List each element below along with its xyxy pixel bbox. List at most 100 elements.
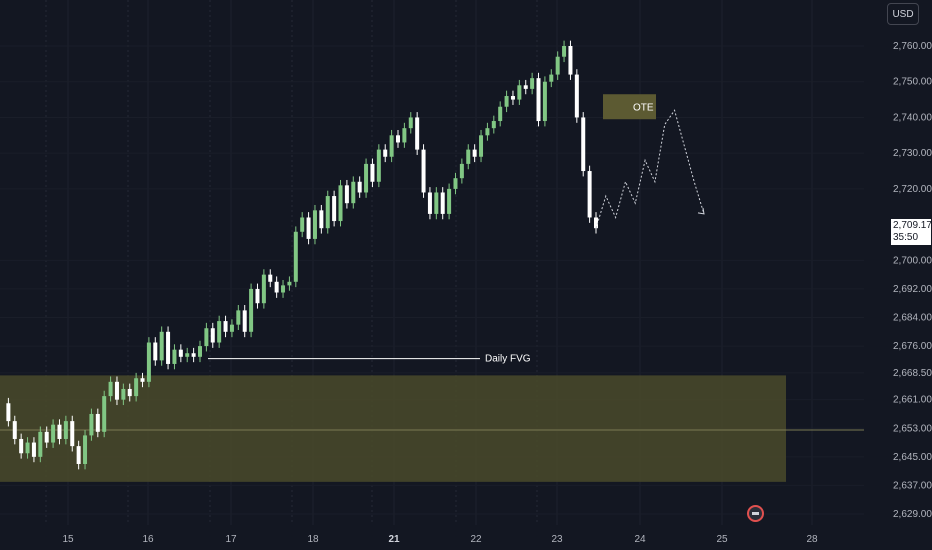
candle-body <box>166 331 171 364</box>
candle-body <box>389 135 394 157</box>
y-tick-label: 2,692.00 <box>893 284 932 295</box>
candle-body <box>268 274 273 282</box>
x-tick-label: 25 <box>716 534 728 545</box>
candle-body <box>127 388 132 397</box>
candle-body <box>402 128 407 143</box>
projection-path <box>595 109 705 229</box>
y-tick-label: 2,750.00 <box>893 77 932 88</box>
candle-body <box>198 346 202 357</box>
candle-body <box>447 188 452 214</box>
x-tick-label: 23 <box>551 534 563 545</box>
candle-body <box>344 185 349 204</box>
x-tick-label: 22 <box>470 534 482 545</box>
candle-body <box>306 217 311 239</box>
candle-body <box>25 442 30 454</box>
candle-body <box>38 431 43 457</box>
candle-body <box>255 288 260 304</box>
candle-body <box>479 135 484 157</box>
candle-body <box>453 178 458 189</box>
candle-body <box>44 431 49 443</box>
candle-body <box>357 181 362 193</box>
candle-body <box>57 424 62 439</box>
candle-body <box>523 85 528 89</box>
x-tick-label: 17 <box>225 534 237 545</box>
candle-body <box>63 421 68 439</box>
candle-body <box>293 231 298 282</box>
candle-body <box>421 149 426 193</box>
candle-body <box>172 349 177 364</box>
y-tick-label: 2,700.00 <box>893 255 932 266</box>
candle-body <box>396 135 400 143</box>
candle-body <box>89 413 94 436</box>
candle-body <box>376 149 381 182</box>
x-tick-label: 28 <box>806 534 818 545</box>
candle-body <box>517 85 522 100</box>
candle-body <box>6 403 11 422</box>
candle-body <box>415 117 420 150</box>
price-axis[interactable]: 2,760.00 2,750.00 2,740.00 2,730.00 2,720.00… <box>893 41 932 520</box>
candles <box>6 40 598 470</box>
candle-body <box>459 163 464 179</box>
x-tick-label: 21 <box>388 534 400 545</box>
candle-body <box>440 192 445 214</box>
candle-body <box>408 117 413 129</box>
x-tick-label: 16 <box>142 534 154 545</box>
candle-body <box>427 192 432 214</box>
candle-body <box>191 353 196 357</box>
candle-body <box>587 171 592 218</box>
candle-body <box>236 310 241 325</box>
candle-body <box>383 149 388 157</box>
candle-body <box>76 446 81 464</box>
current-price-tag: 2,709.17 35:50 <box>891 219 932 245</box>
candle-body <box>70 421 75 447</box>
candle-body <box>249 288 254 332</box>
candle-body <box>261 274 266 304</box>
candle-body <box>491 121 496 129</box>
candle-body <box>19 438 24 454</box>
candle-body <box>562 46 567 57</box>
candle-body <box>504 96 509 107</box>
candle-body <box>95 413 100 432</box>
time-axis[interactable]: 15 16 17 18 21 22 23 24 25 28 <box>62 534 818 545</box>
candle-body <box>210 328 215 343</box>
candle-body <box>229 324 234 332</box>
candle-body <box>319 210 324 229</box>
candle-body <box>555 56 560 75</box>
y-tick-label: 2,730.00 <box>893 148 932 159</box>
candle-body <box>185 353 190 357</box>
x-tick-label: 15 <box>62 534 74 545</box>
y-tick-label: 2,676.00 <box>893 341 932 352</box>
candle-body <box>364 163 369 193</box>
candle-body <box>472 149 477 157</box>
y-tick-label: 2,653.00 <box>893 423 932 434</box>
candle-body <box>102 396 107 432</box>
currency-badge[interactable]: USD <box>887 3 919 25</box>
candle-body <box>146 342 151 382</box>
y-tick-label: 2,661.00 <box>893 395 932 406</box>
candle-body <box>153 342 158 361</box>
candle-body <box>300 217 305 232</box>
candle-body <box>31 442 36 457</box>
candle-body <box>114 381 119 400</box>
candle-body <box>223 321 228 332</box>
candle-body <box>12 421 17 439</box>
tradingview-logo-icon[interactable] <box>747 505 764 522</box>
candle-body <box>542 81 547 122</box>
y-tick-label: 2,668.50 <box>893 368 932 379</box>
candle-body <box>325 196 330 229</box>
candle-body <box>108 381 113 397</box>
candle-body <box>351 181 356 204</box>
y-tick-label: 2,629.00 <box>893 509 932 520</box>
x-tick-label: 18 <box>307 534 319 545</box>
ote-label: OTE <box>633 103 654 114</box>
y-tick-label: 2,645.00 <box>893 452 932 463</box>
candle-body <box>594 217 598 229</box>
y-tick-label: 2,684.00 <box>893 313 932 324</box>
candle-body <box>281 285 286 293</box>
candle-body <box>274 281 279 293</box>
candle-body <box>332 196 337 222</box>
daily-fvg-label: Daily FVG <box>485 354 531 365</box>
candle-body <box>178 349 183 357</box>
candle-body <box>312 210 317 239</box>
